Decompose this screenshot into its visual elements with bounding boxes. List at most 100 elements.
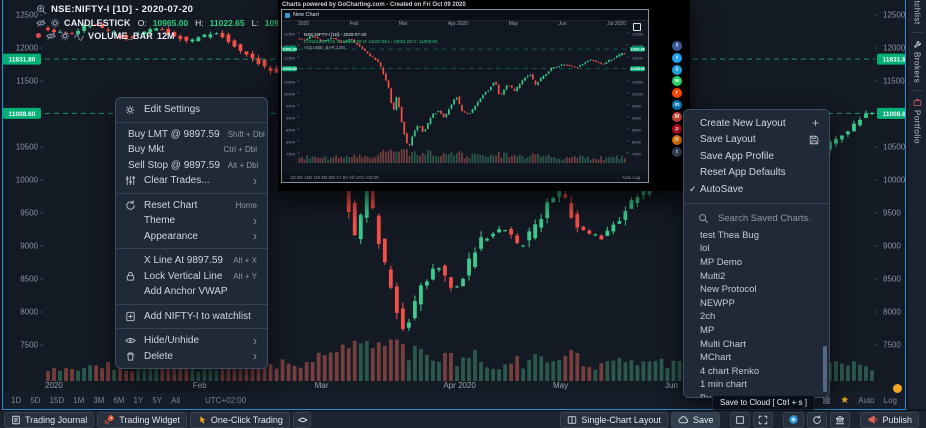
share-facebook-button[interactable]: f [672,41,682,51]
menu-item-delete[interactable]: Delete › [116,349,267,365]
saved-chart-multi-chart[interactable]: Multi Chart [700,338,746,350]
save-button[interactable]: Save [670,411,721,428]
menu-item-hide-unhide[interactable]: Hide/Unhide › [116,333,267,349]
layout-menu-item-save-layout[interactable]: Save Layout [684,132,829,149]
open-value: 10965.00 [152,17,189,28]
snapshot-month-label: Mar [398,21,408,27]
support-button[interactable] [783,411,805,428]
menu-item-lock-vertical-line[interactable]: Lock Vertical Line Alt + Y [116,269,267,285]
svg-text:May: May [553,381,568,390]
menu-item-reset-chart[interactable]: Reset Chart Home [116,198,267,214]
share-gmail-button[interactable]: M [672,111,682,122]
svg-text:12500: 12500 [16,11,39,20]
sidebar-tab-watchlist[interactable]: Watchlist [913,0,922,25]
code-button[interactable]: <> [292,411,312,428]
menu-item-clear-trades[interactable]: Clear Trades... › [116,173,267,189]
saved-chart-mp[interactable]: MP [700,324,715,336]
trading-journal-button[interactable]: Trading Journal [4,411,95,428]
saved-chart-bugs[interactable]: Bugs [684,392,829,397]
svg-text:8500: 8500 [20,275,38,284]
layout-menu-item-reset-app-defaults[interactable]: Reset App Defaults [684,165,829,182]
share-linkedin-button[interactable]: in [672,99,682,110]
share-pinterest-button[interactable]: p [672,123,682,134]
scrollbar-thumb[interactable] [823,346,827,392]
copy-icon[interactable] [633,23,641,31]
layout-menu-item-save-app-profile[interactable]: Save App Profile [684,148,829,165]
saved-chart-mchart[interactable]: MChart [700,352,732,364]
timeframe-3m[interactable]: 3M [93,396,105,405]
eye-slash-icon[interactable] [46,31,56,41]
magnifier-plus-icon[interactable] [36,4,47,15]
saved-chart-lol[interactable]: lol [700,243,710,255]
timeframe-6m[interactable]: 6M [113,396,125,405]
sidebar-tab-brokers[interactable]: Brokers [913,40,922,83]
notification-dot[interactable] [893,384,902,393]
svg-text:10500: 10500 [16,143,39,152]
favorite-star-icon[interactable]: ★ [840,394,850,406]
chart-tab-icon [285,12,290,18]
menu-item-sell-stop-9897-59[interactable]: Sell Stop @ 9897.59 Alt + Dbl [116,158,267,174]
rocket-icon [104,414,115,425]
single-chart-layout-button[interactable]: Single-Chart Layout [560,411,668,428]
volume-row: VOLUME_BAR 12M [36,29,357,42]
sidebar-divider [911,89,923,91]
saved-chart-multi2[interactable]: Multi2 [700,270,726,282]
share-whatsapp-button[interactable]: w [672,76,682,87]
saved-chart-mp-demo[interactable]: MP Demo [700,256,743,268]
menu-item-buy-mkt[interactable]: Buy Mkt Ctrl + Dbl [116,142,267,158]
menu-item-label: Lock Vertical Line [144,270,223,282]
share-reddit-button[interactable]: r [672,88,682,99]
search-input[interactable] [716,211,828,225]
saved-chart-1-min-chart[interactable]: 1 min chart [700,379,747,391]
chevron-right-icon: › [253,333,257,348]
layout-menu-item-create-new-layout[interactable]: Create New Layout + [684,115,829,132]
share-telegram-button[interactable]: t [672,64,682,75]
menu-item-theme[interactable]: Theme › [116,213,267,229]
timeframe-all[interactable]: All [171,396,181,405]
timeframe-5d[interactable]: 5D [30,396,41,405]
square-button[interactable] [730,411,751,428]
saved-chart-4-chart-renko[interactable]: 4 chart Renko [700,365,760,377]
menu-item-buy-lmt-9897-59[interactable]: Buy LMT @ 9897.59 Shift + Dbl [116,127,267,143]
svg-text:11500: 11500 [632,56,644,61]
publish-button[interactable]: Publish [860,411,919,428]
layout-menu-item-autosave[interactable]: ✓ AutoSave [684,181,829,198]
share-blogger-button[interactable]: B [672,135,682,146]
saved-chart-new-protocol[interactable]: New Protocol [700,284,757,296]
chevron-right-icon: › [253,229,257,244]
grid-settings-icon[interactable] [822,396,831,405]
expand-button[interactable] [753,411,774,428]
gear-icon[interactable] [50,18,60,28]
svg-text:Jun: Jun [665,381,678,390]
saved-chart-test-thea-bug[interactable]: test Thea Bug [700,229,759,241]
sidebar-tab-portfolio[interactable]: Portfolio [913,98,922,144]
menu-item-edit-settings[interactable]: Edit Settings [116,102,267,118]
refresh-button[interactable] [807,411,828,428]
menu-item-add-nifty-i-to-watchlist[interactable]: Add NIFTY-I to watchlist [116,309,267,325]
trading-widget-button[interactable]: Trading Widget [97,411,187,428]
market-button[interactable] [830,411,851,428]
timeframe-1m[interactable]: 1M [73,396,85,405]
auto-scale-toggle[interactable]: Auto [858,396,875,405]
saved-chart-2ch[interactable]: 2ch [700,311,716,323]
timeframe-15d[interactable]: 15D [49,396,65,405]
eye-slash-icon[interactable] [36,18,46,28]
timeframe-1y[interactable]: 1Y [133,396,144,405]
svg-text:11500: 11500 [883,77,905,86]
one-click-trading-button[interactable]: One-Click Trading [189,411,290,428]
share-tumblr-button[interactable]: t [672,147,682,158]
log-scale-toggle[interactable]: Log [883,396,897,405]
timeframe-1d[interactable]: 1D [11,396,22,405]
timeframe-5y[interactable]: 5Y [152,396,163,405]
share-twitter-button[interactable]: t [672,52,682,63]
menu-item-x-line-at-9897-59[interactable]: X Line At 9897.59 Alt + X [116,253,267,269]
svg-text:11500: 11500 [16,77,38,86]
timezone-label[interactable]: UTC+02:00 [205,396,247,405]
portfolio-icon [913,98,922,107]
gear-icon[interactable] [60,31,70,41]
snapshot-tabbar: New Chart [282,10,648,21]
menu-item-add-anchor-vwap[interactable]: Add Anchor VWAP [116,284,267,300]
saved-chart-newpp[interactable]: NEWPP [700,297,735,309]
snapshot-month-label: Apr 2020 [447,21,469,27]
menu-item-appearance[interactable]: Appearance › [116,229,267,245]
